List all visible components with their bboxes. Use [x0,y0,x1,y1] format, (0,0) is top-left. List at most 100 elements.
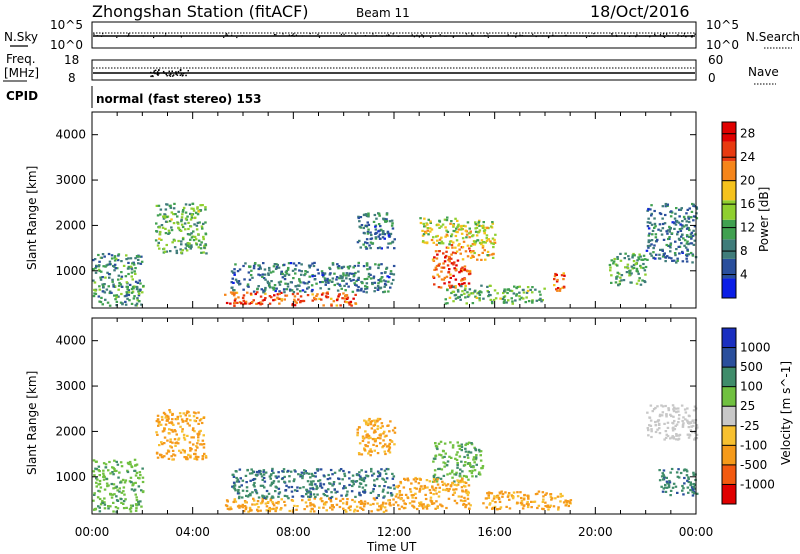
heatmap-cell [116,499,120,502]
heatmap-cell [95,477,98,480]
heatmap-cell [252,483,255,487]
heatmap-cell [169,206,173,209]
heatmap-cell [454,269,457,272]
heatmap-cell [622,279,626,282]
heatmap-cell [124,300,127,303]
heatmap-cell [418,488,422,491]
heatmap-cell [186,434,189,437]
heatmap-cell [107,505,110,508]
heatmap-cell [95,481,98,484]
heatmap-cell [695,424,699,427]
heatmap-cell [129,476,133,479]
heatmap-cell [511,302,514,305]
heatmap-cell [648,424,651,427]
heatmap-cell [498,507,502,510]
heatmap-cell [610,259,613,262]
heatmap-cell [181,448,185,452]
colorbar-tick-label: 500 [740,360,763,374]
heatmap-cell [237,296,240,299]
heatmap-cell [371,282,374,285]
heatmap-cell [306,491,310,494]
heatmap-cell [92,499,95,502]
heatmap-cell [108,304,112,307]
heatmap-cell [639,266,643,269]
heatmap-cell [473,243,477,246]
heatmap-cell [360,507,364,510]
heatmap-region [419,216,497,246]
heatmap-cell [343,474,347,478]
heatmap-cell [188,424,191,427]
heatmap-cell [491,499,494,502]
heatmap-cell [234,291,237,294]
heatmap-cell [136,297,139,300]
heatmap-region [356,417,397,457]
heatmap-cell [393,238,396,241]
noise-speck [507,34,509,36]
heatmap-cell [285,269,288,273]
heatmap-cell [237,497,241,500]
heatmap-cell [283,288,286,291]
heatmap-cell [461,246,465,249]
heatmap-cell [610,281,613,284]
heatmap-cell [458,455,462,458]
heatmap-cell [301,477,304,480]
heatmap-cell [180,218,183,221]
freq-dot [181,75,184,77]
heatmap-cell [426,223,429,226]
heatmap-cell [96,496,100,499]
heatmap-cell [527,497,530,500]
heatmap-cell [359,499,363,503]
heatmap-cell [139,282,142,285]
heatmap-cell [134,272,137,275]
heatmap-cell [167,417,170,420]
heatmap-cell [120,501,123,504]
heatmap-cell [464,461,467,464]
heatmap-cell [233,301,237,304]
heatmap-cell [280,299,283,302]
heatmap-cell [379,507,383,510]
heatmap-cell [287,266,290,270]
heatmap-cell [673,227,676,230]
heatmap-cell [458,447,462,450]
heatmap-cell [446,483,450,486]
heatmap-cell [154,239,158,242]
heatmap-cell [125,285,128,288]
noise-speck [416,34,418,36]
heatmap-cell [469,292,473,295]
heatmap-cell [194,211,198,214]
heatmap-cell [357,452,361,455]
heatmap-cell [181,430,184,433]
heatmap-cell [545,492,548,495]
heatmap-cell [352,483,355,486]
heatmap-cell [185,417,189,421]
heatmap-cell [93,474,96,477]
heatmap-cell [177,239,180,243]
heatmap-cell [366,268,369,271]
heatmap-cell [367,275,371,278]
heatmap-cell [379,426,383,429]
heatmap-cell [376,502,379,505]
heatmap-cell [345,493,349,496]
heatmap-cell [451,290,455,293]
heatmap-cell [450,291,453,295]
heatmap-cell [465,236,468,239]
heatmap-cell [328,279,331,282]
noise-speck [116,36,118,38]
heatmap-cell [287,486,291,489]
heatmap-region [469,239,497,261]
heatmap-cell [402,486,406,489]
heatmap-cell [262,291,265,294]
heatmap-cell [237,280,241,283]
noise-speck [519,34,521,36]
heatmap-cell [365,287,369,290]
heatmap-cell [454,297,458,300]
heatmap-cell [303,469,306,472]
heatmap-cell [664,483,667,487]
heatmap-cell [296,489,299,492]
noise-speck [465,33,468,35]
heatmap-cell [436,483,440,486]
heatmap-cell [453,491,456,494]
heatmap-cell [240,302,243,305]
heatmap-cell [92,259,95,262]
heatmap-cell [133,270,136,273]
